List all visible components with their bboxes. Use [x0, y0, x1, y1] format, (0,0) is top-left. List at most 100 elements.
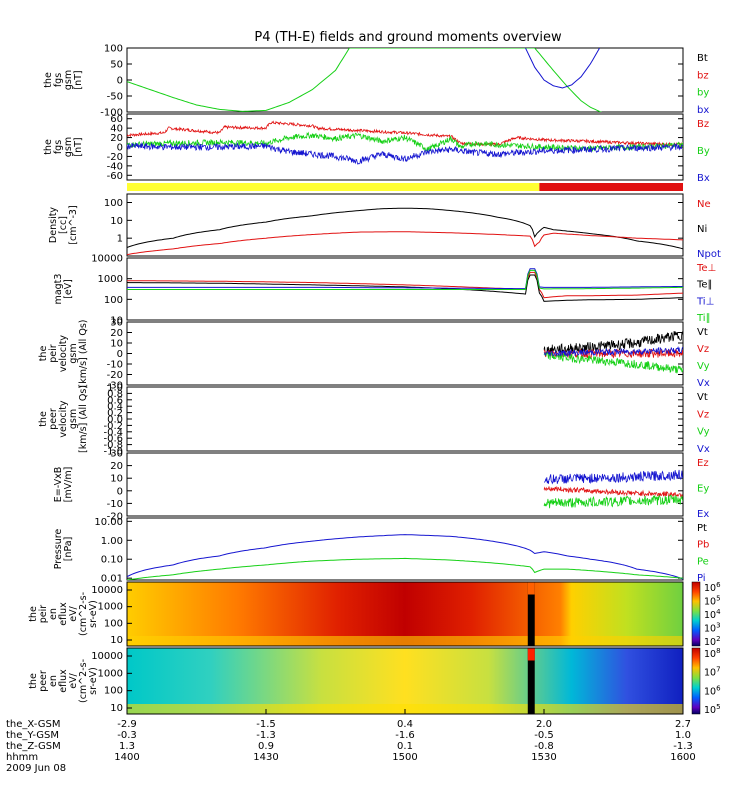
legend-pressure-3: Pi	[697, 573, 706, 584]
ytick-fgs-gsm-0: 100	[104, 44, 123, 55]
colorbar-label-ion-spectrogram-3: 103	[704, 622, 721, 635]
ylabel-density: Density [cc] [cm^-3]	[48, 205, 79, 244]
ylabel-fgs-gsm: the fgs gsm [nT]	[43, 70, 84, 90]
ylabel-line-efield-0: E=-VxB	[53, 467, 64, 502]
ytick-ion-velocity-5: -20	[107, 370, 123, 381]
spectrogram-gap-electron-spectrogram	[527, 648, 535, 714]
ytick-electron-velocity-8: -0.6	[103, 434, 123, 445]
legend-density-2: Npot	[697, 249, 721, 260]
ylabel-line-ion-spectrogram-4: eV/	[68, 605, 79, 621]
ylabel-ion-velocity: the peir velocity gsm [km/s] (All Qs)	[38, 320, 89, 388]
ytick-fgs-gsm-zoom-6: -60	[107, 171, 123, 182]
ytick-temperature-2: 100	[104, 295, 123, 306]
ytick-electron-velocity-4: 0.2	[107, 408, 123, 419]
ylabel-line-electron-spectrogram-3: eflux	[58, 669, 69, 693]
ytick-ion-spectrogram-0: 10000	[91, 585, 123, 596]
ylabel-line-density-0: Density	[48, 207, 59, 243]
colorbar-exp-electron-spectrogram-2: 6	[716, 684, 721, 692]
ylabel-line-efield-1: [mV/m]	[63, 467, 74, 503]
time-axis-z-4: -1.3	[673, 741, 693, 752]
colorbar-exp-electron-spectrogram-3: 5	[716, 703, 720, 711]
ylabel-line-ion-velocity-1: peir	[48, 344, 59, 363]
ytick-density-1: 10	[110, 216, 123, 227]
ytick-ion-spectrogram-2: 100	[104, 618, 123, 629]
legend-density-1: Ni	[697, 224, 707, 235]
legend-electron-velocity-0: Vt	[697, 392, 708, 403]
time-axis-z-1: 0.9	[258, 741, 274, 752]
ylabel-line-electron-velocity-0: the	[38, 411, 49, 427]
ylabel-line-electron-spectrogram-0: the	[28, 673, 39, 689]
legend-ion-velocity-2: Vy	[697, 361, 710, 372]
ylabel-temperature: magt3 [eV]	[53, 274, 74, 305]
panel-frame-efield	[126, 452, 684, 517]
time-axis-x-2: 0.4	[397, 719, 413, 730]
legend-efield-1: Ey	[697, 484, 709, 495]
ylabel-line-fgs-gsm-2: gsm	[63, 70, 74, 90]
ytick-fgs-gsm-zoom-1: 40	[110, 124, 123, 135]
colorbar-label-ion-spectrogram-1: 105	[704, 595, 721, 608]
ytick-density-2: 1	[117, 234, 123, 245]
ylabel-line-electron-velocity-4: [km/s] (All Qs)	[78, 385, 89, 453]
series-efield-Ex	[544, 469, 683, 485]
panel-frame-fgs-gsm	[126, 47, 684, 113]
colorbar-label-ion-spectrogram-0: 106	[704, 581, 721, 594]
ylabel-line-fgs-gsm-0: the	[43, 72, 54, 88]
ylabel-electron-spectrogram: the peer en eflux eV/(cm^2-s-sr-eV)	[28, 659, 99, 703]
ytick-electron-spectrogram-1: 1000	[98, 668, 123, 679]
ylabel-pressure: Pressure [nPa]	[53, 529, 74, 570]
ylabel-line-density-1: [cc]	[58, 216, 69, 234]
ylabel-line-electron-spectrogram-6: sr-eV)	[88, 667, 99, 695]
time-axis-z-3: -0.8	[534, 741, 554, 752]
colorbar-exp-ion-spectrogram-2: 4	[716, 608, 721, 616]
colorbar-electron-spectrogram	[691, 647, 701, 715]
ytick-fgs-gsm-zoom-3: 0	[117, 143, 123, 154]
series-ion-velocity-Vx	[543, 346, 683, 357]
plot-title: P4 (TH-E) fields and ground moments over…	[254, 30, 562, 45]
ytick-ion-velocity-2: 10	[110, 339, 123, 350]
spectrogram-band-electron-spectrogram	[127, 704, 683, 714]
ytick-temperature-3: 10	[110, 316, 123, 327]
ytick-electron-velocity-5: 0.0	[107, 415, 123, 426]
ytick-electron-velocity-0: 1.0	[107, 383, 123, 394]
ytick-electron-velocity-9: -0.8	[103, 440, 123, 451]
legend-pressure-1: Pb	[697, 540, 709, 551]
ytick-pressure-3: 0.01	[101, 574, 123, 585]
ytick-efield-4: -10	[107, 499, 123, 510]
ytick-ion-velocity-3: 0	[117, 349, 123, 360]
time-axis-y-1: -1.3	[256, 730, 276, 741]
ytick-efield-0: 30	[110, 449, 123, 460]
time-axis-row-label-2: the_Z-GSM	[6, 741, 61, 752]
time-axis-row-label-4: 2009 Jun 08	[6, 763, 66, 774]
ytick-temperature-1: 1000	[98, 274, 123, 285]
ylabel-line-temperature-0: magt3	[53, 274, 64, 305]
time-axis-row-label-1: the_Y-GSM	[6, 730, 59, 741]
series-fgs-gsm-zoom-Bx	[127, 141, 683, 165]
colorbar-exp-ion-spectrogram-3: 3	[716, 622, 720, 630]
ylabel-electron-velocity: the peer velocity gsm [km/s] (All Qs)	[38, 385, 89, 453]
ytick-pressure-2: 0.10	[101, 555, 123, 566]
legend-electron-velocity-1: Vz	[697, 409, 709, 420]
series-temperature-Te∥	[127, 274, 683, 302]
ylabel-line-fgs-gsm-zoom-1: fgs	[53, 140, 64, 154]
series-efield-Ey	[543, 494, 683, 509]
series-temperature-Ti∥	[127, 269, 683, 290]
series-fgs-gsm-by	[127, 48, 603, 112]
legend-pressure-2: Pe	[697, 556, 709, 567]
ytick-efield-5: -20	[107, 512, 123, 523]
ylabel-line-pressure-0: Pressure	[53, 529, 64, 570]
ytick-electron-spectrogram-3: 10	[110, 703, 123, 714]
legend-temperature-1: Te∥	[696, 280, 713, 291]
ylabel-efield: E=-VxB [mV/m]	[53, 467, 74, 503]
legend-temperature-3: Ti∥	[696, 313, 711, 324]
panel-frame-electron-velocity	[126, 386, 684, 452]
colorbar-exp-ion-spectrogram-4: 2	[716, 635, 720, 643]
time-axis-y-4: 1.0	[675, 730, 691, 741]
ytick-fgs-gsm-4: -100	[100, 108, 123, 119]
spectrogram-gap-ion-spectrogram	[527, 582, 535, 646]
legend-ion-velocity-0: Vt	[697, 327, 708, 338]
colorbar-exp-ion-spectrogram-1: 5	[716, 595, 720, 603]
spectrogram-image-ion-spectrogram	[127, 582, 683, 646]
series-pressure-Pi	[127, 534, 683, 580]
